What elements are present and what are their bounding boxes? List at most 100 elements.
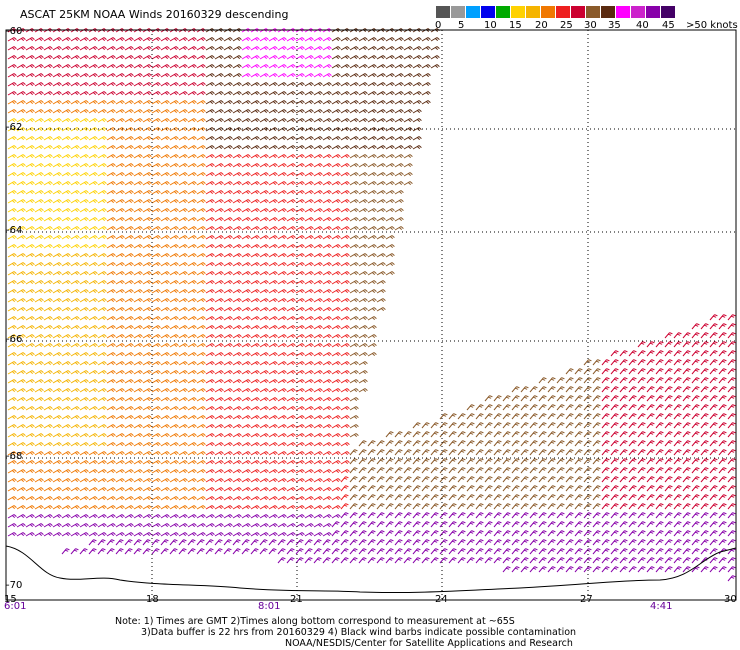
wind-barb xyxy=(70,442,80,447)
wind-barb xyxy=(178,172,188,177)
wind-barb xyxy=(313,100,323,105)
wind-barb xyxy=(313,424,323,429)
wind-barb xyxy=(61,55,71,60)
wind-barb xyxy=(367,46,377,51)
wind-barb xyxy=(196,451,206,456)
wind-barb xyxy=(61,325,71,330)
wind-barb xyxy=(259,316,269,321)
wind-barb xyxy=(520,422,529,429)
wind-barb xyxy=(259,424,269,429)
wind-barb xyxy=(637,566,646,573)
wind-barb xyxy=(637,548,646,555)
wind-barb xyxy=(142,424,152,429)
wind-barb xyxy=(412,73,422,78)
wind-barb xyxy=(133,118,143,123)
wind-barb xyxy=(646,359,655,366)
wind-barb xyxy=(187,478,197,483)
wind-barb xyxy=(349,163,359,168)
wind-barb xyxy=(115,460,125,465)
wind-barb xyxy=(709,467,718,474)
wind-barb xyxy=(295,406,305,411)
wind-barb xyxy=(646,476,655,483)
wind-barb xyxy=(79,523,89,528)
wind-barb xyxy=(655,467,664,474)
wind-barb xyxy=(142,28,152,33)
wind-barb xyxy=(709,422,718,429)
wind-barb xyxy=(88,496,98,501)
wind-barb xyxy=(160,181,170,186)
wind-barb xyxy=(151,37,161,42)
wind-barb xyxy=(142,334,152,339)
wind-barb xyxy=(700,476,709,483)
wind-barb xyxy=(322,46,332,51)
wind-barb xyxy=(250,548,259,555)
wind-barb xyxy=(169,539,178,546)
wind-barb xyxy=(727,476,736,483)
wind-barb xyxy=(718,377,727,384)
wind-barb xyxy=(61,424,71,429)
wind-barb xyxy=(160,539,169,546)
wind-barb xyxy=(259,523,269,528)
wind-barb xyxy=(205,163,215,168)
wind-barb xyxy=(142,190,152,195)
wind-barb xyxy=(412,530,421,537)
wind-barb xyxy=(268,352,278,357)
wind-barb xyxy=(439,422,448,429)
wind-barb xyxy=(61,235,71,240)
wind-barb xyxy=(223,208,233,213)
wind-barb xyxy=(610,440,619,447)
wind-barb xyxy=(223,64,233,69)
wind-barb xyxy=(340,307,350,312)
wind-barb xyxy=(412,503,421,510)
wind-barb xyxy=(88,415,98,420)
wind-barb xyxy=(304,46,314,51)
wind-barb xyxy=(610,359,619,366)
wind-barb xyxy=(196,190,206,195)
wind-barb xyxy=(700,485,709,492)
wind-barb xyxy=(7,289,17,294)
wind-barb xyxy=(88,55,98,60)
wind-barb xyxy=(241,496,251,501)
wind-barb xyxy=(205,352,215,357)
wind-barb xyxy=(79,55,89,60)
wind-barb xyxy=(349,476,358,483)
wind-barb xyxy=(583,359,592,366)
wind-barb xyxy=(52,361,62,366)
wind-barb xyxy=(124,181,134,186)
wind-barb xyxy=(592,557,601,564)
wind-barb xyxy=(52,280,62,285)
wind-barb xyxy=(133,262,143,267)
wind-barb xyxy=(187,442,197,447)
wind-barb xyxy=(628,485,637,492)
wind-barb xyxy=(331,127,341,132)
wind-barb xyxy=(187,487,197,492)
wind-barb xyxy=(520,467,529,474)
wind-barb xyxy=(16,532,26,537)
pass-time-label: 8:01 xyxy=(258,601,281,612)
wind-barb xyxy=(133,109,143,114)
wind-barb xyxy=(511,557,520,564)
wind-barb xyxy=(502,512,511,519)
wind-barb xyxy=(628,566,637,573)
wind-barb xyxy=(691,386,700,393)
wind-barb xyxy=(457,539,466,546)
wind-barb xyxy=(250,280,260,285)
wind-barb xyxy=(295,190,305,195)
wind-barb xyxy=(538,503,547,510)
wind-barb xyxy=(268,505,278,510)
wind-barb xyxy=(286,325,296,330)
wind-barb xyxy=(484,557,493,564)
wind-barb xyxy=(115,37,125,42)
wind-barb xyxy=(115,91,125,96)
wind-barb xyxy=(61,100,71,105)
wind-barb xyxy=(250,343,260,348)
wind-barb xyxy=(178,334,188,339)
wind-barb xyxy=(403,503,412,510)
wind-barb xyxy=(358,28,368,33)
wind-barb xyxy=(241,217,251,222)
wind-barb xyxy=(403,485,412,492)
wind-barb xyxy=(331,244,341,249)
wind-barb xyxy=(295,469,305,474)
wind-barb xyxy=(655,512,664,519)
